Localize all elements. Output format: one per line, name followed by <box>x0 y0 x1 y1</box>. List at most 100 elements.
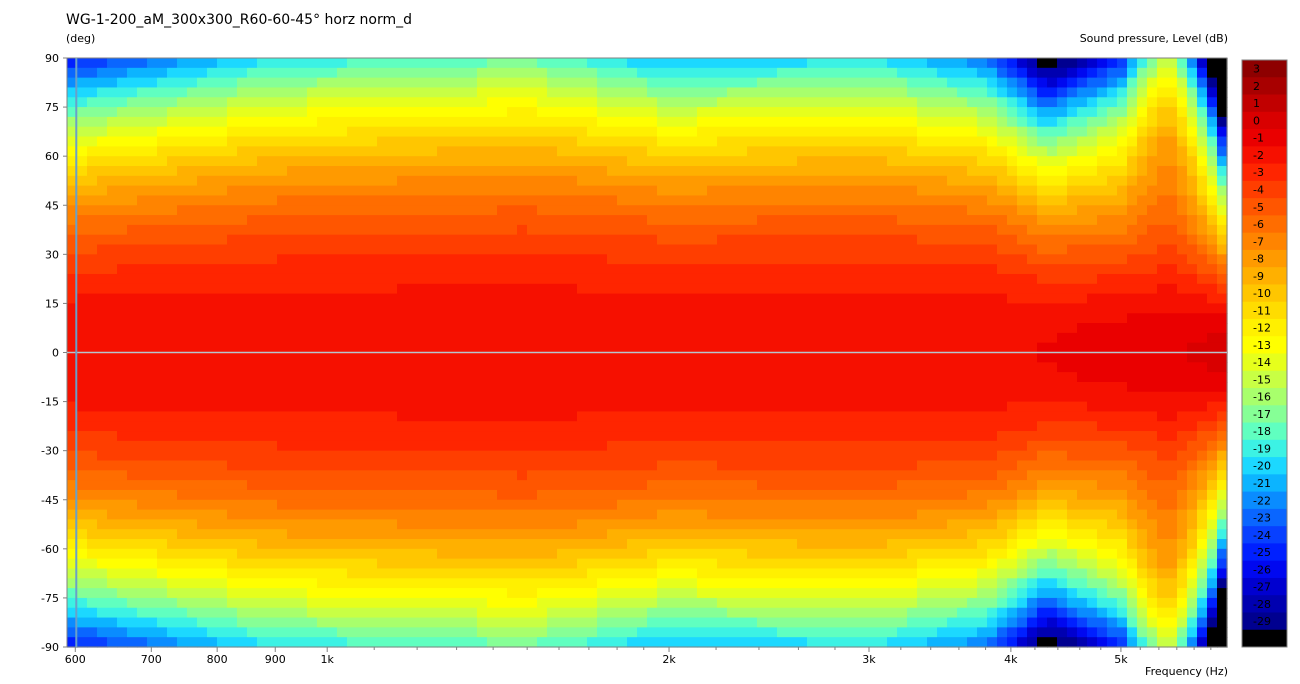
heat-cell <box>837 519 848 530</box>
heat-cell <box>497 548 508 560</box>
heat-cell <box>207 489 218 501</box>
heat-cell <box>437 97 448 108</box>
heat-cell <box>407 352 418 363</box>
heat-cell <box>197 401 208 412</box>
heat-cell <box>807 234 818 246</box>
heat-cell <box>497 499 508 511</box>
heat-cell <box>657 421 668 432</box>
heat-cell <box>607 401 618 412</box>
heat-cell <box>97 165 108 177</box>
heat-cell <box>777 431 788 442</box>
heat-cell <box>727 401 738 412</box>
heat-cell <box>857 440 868 452</box>
heat-cell <box>577 273 588 285</box>
heat-cell <box>677 273 688 285</box>
heat-cell <box>377 303 388 314</box>
heat-cell <box>367 411 378 422</box>
heat-cell <box>177 283 188 295</box>
heat-cell <box>127 293 138 305</box>
heat-cell <box>97 156 108 167</box>
heat-cell <box>537 509 548 520</box>
heat-cell <box>617 146 628 157</box>
heat-cell <box>847 450 858 462</box>
heat-cell <box>417 303 428 314</box>
heat-cell <box>447 97 458 108</box>
heat-cell <box>77 421 88 432</box>
heat-cell <box>807 77 818 89</box>
heat-cell <box>737 548 748 560</box>
heat-cell <box>627 539 638 550</box>
heat-cell <box>847 273 858 285</box>
heat-cell <box>497 568 508 579</box>
heat-cell <box>397 489 408 501</box>
heat-cell <box>187 116 198 128</box>
heat-cell <box>207 362 218 373</box>
heat-cell <box>557 342 568 354</box>
heat-cell <box>307 136 318 147</box>
heat-cell <box>817 440 828 452</box>
heat-cell <box>467 264 478 275</box>
heat-cell <box>857 539 868 550</box>
heat-cell <box>687 175 698 187</box>
heat-cell <box>407 244 418 255</box>
heat-cell <box>677 234 688 246</box>
heat-cell <box>537 283 548 295</box>
heat-cell <box>127 519 138 530</box>
heat-cell <box>677 499 688 511</box>
heat-cell <box>727 617 738 628</box>
heat-cell <box>467 273 478 285</box>
heat-cell <box>277 558 288 570</box>
heat-cell <box>777 529 788 540</box>
heat-cell <box>87 401 98 412</box>
heat-cell <box>277 224 288 236</box>
heat-cell <box>477 401 488 412</box>
heat-cell <box>877 97 888 108</box>
heat-cell <box>197 588 208 599</box>
heat-cell <box>467 254 478 265</box>
heat-cell <box>547 588 558 599</box>
heat-cell <box>847 116 858 128</box>
heat-cell <box>327 617 338 628</box>
heat-cell <box>67 58 78 69</box>
heat-cell <box>227 332 238 344</box>
heat-cell <box>827 381 838 393</box>
heat-cell <box>467 224 478 236</box>
heat-cell <box>637 568 648 579</box>
heat-cell <box>437 264 448 275</box>
heat-cell <box>747 215 758 226</box>
heat-cell <box>417 283 428 295</box>
heat-cell <box>767 107 778 118</box>
heat-cell <box>847 558 858 570</box>
heat-cell <box>877 185 888 197</box>
heat-cell <box>537 480 548 491</box>
heat-cell <box>137 401 148 412</box>
heat-cell <box>637 489 648 501</box>
heat-cell <box>467 411 478 422</box>
heat-cell <box>407 185 418 197</box>
heat-cell <box>267 264 278 275</box>
heat-cell <box>617 293 628 305</box>
heat-cell <box>487 224 498 236</box>
heat-cell <box>277 244 288 255</box>
heat-cell <box>837 254 848 265</box>
heat-cell <box>127 529 138 540</box>
heat-cell <box>587 588 598 599</box>
heat-cell <box>707 391 718 403</box>
heat-cell <box>647 558 658 570</box>
heat-cell <box>197 450 208 462</box>
heat-cell <box>747 195 758 206</box>
heat-cell <box>697 195 708 206</box>
heat-cell <box>327 156 338 167</box>
heat-cell <box>277 627 288 638</box>
heat-cell <box>337 588 348 599</box>
heat-cell <box>727 480 738 491</box>
heat-cell <box>547 185 558 197</box>
heat-cell <box>387 431 398 442</box>
heat-cell <box>207 254 218 265</box>
heat-cell <box>897 97 908 108</box>
heat-cell <box>507 185 518 197</box>
heat-cell <box>517 165 528 177</box>
heat-cell <box>647 597 658 609</box>
heat-cell <box>637 126 648 138</box>
heat-cell <box>97 421 108 432</box>
